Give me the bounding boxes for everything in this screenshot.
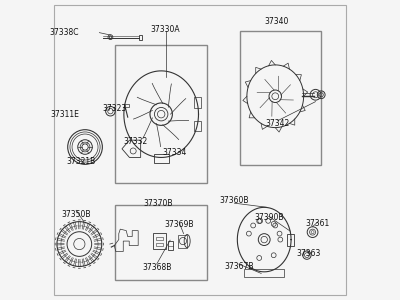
- Text: 37361: 37361: [306, 219, 330, 228]
- Bar: [115, 46, 208, 183]
- Bar: [168, 241, 172, 250]
- Bar: [124, 104, 129, 107]
- Bar: [153, 233, 166, 249]
- Text: 37360B: 37360B: [220, 196, 249, 205]
- Text: 37390B: 37390B: [254, 213, 284, 222]
- Text: 37368B: 37368B: [142, 262, 171, 272]
- Text: 37370B: 37370B: [144, 199, 173, 208]
- Bar: [287, 234, 294, 246]
- Bar: [240, 31, 321, 165]
- Text: 37311E: 37311E: [50, 110, 79, 119]
- Text: 37367B: 37367B: [224, 262, 254, 271]
- Bar: [194, 121, 202, 131]
- Text: 37332: 37332: [124, 136, 148, 146]
- Text: 37363: 37363: [297, 248, 321, 257]
- Text: 37334: 37334: [162, 148, 187, 158]
- Text: 37338C: 37338C: [50, 28, 79, 37]
- Text: 37369B: 37369B: [164, 220, 194, 229]
- Bar: [115, 205, 208, 280]
- Text: 37342: 37342: [266, 118, 290, 127]
- Bar: [156, 243, 163, 246]
- Bar: [156, 237, 163, 240]
- Text: 37330A: 37330A: [151, 25, 180, 34]
- Text: 37340: 37340: [264, 17, 288, 26]
- Text: 37323: 37323: [103, 104, 127, 113]
- Bar: [194, 97, 202, 108]
- Bar: [178, 235, 187, 248]
- Text: 37350B: 37350B: [61, 210, 91, 219]
- Bar: [139, 35, 142, 40]
- Text: 37321B: 37321B: [66, 158, 95, 166]
